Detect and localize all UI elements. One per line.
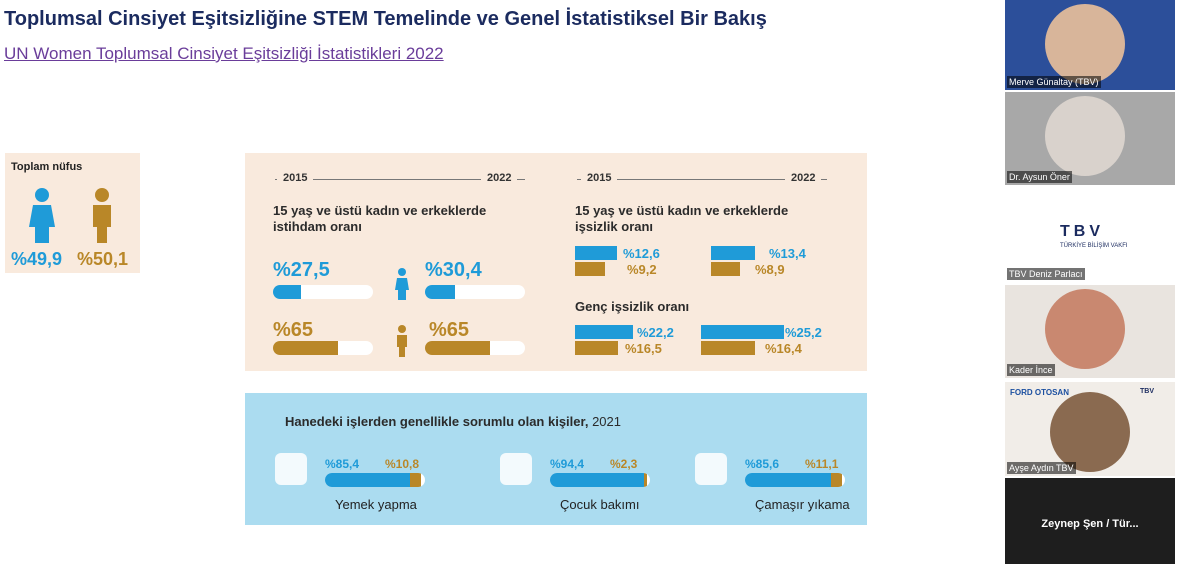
- bar: [575, 341, 618, 355]
- video-tile: FORD OTOSAN TBV Ayşe Aydın TBV: [1005, 382, 1175, 476]
- task-label: Çocuk bakımı: [560, 497, 640, 512]
- participant-video: [1045, 96, 1125, 176]
- youth-heading: Genç işsizlik oranı: [575, 299, 690, 314]
- slide-title: Toplumsal Cinsiyet Eşitsizliğine STEM Te…: [4, 8, 767, 30]
- participant-name: Zeynep Şen / Tür...: [1041, 518, 1139, 530]
- participant-name: TBV Deniz Parlacı: [1007, 268, 1085, 280]
- bar-track: [273, 341, 373, 355]
- year-line: [275, 179, 525, 180]
- bar: [701, 341, 756, 355]
- task-icon: [500, 453, 532, 485]
- bar: [830, 473, 842, 487]
- participant-video: [1045, 4, 1125, 84]
- participant-name: Dr. Aysun Öner: [1007, 171, 1072, 183]
- video-tile: Dr. Aysun Öner: [1005, 92, 1175, 185]
- bar: [745, 473, 831, 487]
- participant-name: Merve Günaltay (TBV): [1007, 76, 1101, 88]
- year: 2022: [481, 172, 518, 184]
- value-label: %10,8: [385, 457, 420, 471]
- bar-track: [550, 473, 650, 487]
- household-heading: Hanedeki işlerden genellikle sorumlu ola…: [285, 414, 621, 430]
- participant-video: [1045, 289, 1125, 369]
- task-label: Yemek yapma: [335, 497, 417, 512]
- male-icon: [93, 188, 111, 243]
- female-icon: [395, 268, 409, 300]
- population-label: Toplam nüfus: [11, 161, 83, 173]
- year-line: [577, 179, 827, 180]
- value-label: %9,2: [627, 262, 657, 277]
- bar: [711, 246, 756, 260]
- year: 2015: [581, 172, 618, 184]
- value-label: %22,2: [637, 325, 674, 340]
- value-label: %12,6: [623, 246, 660, 261]
- bar-track: [325, 473, 425, 487]
- male-icon: [397, 325, 407, 357]
- video-tile: Kader İnce: [1005, 285, 1175, 378]
- task-label: Çamaşır yıkama: [755, 497, 850, 512]
- bar: [273, 285, 301, 299]
- male-share: %50,1: [77, 249, 129, 269]
- logo: FORD OTOSAN: [1010, 388, 1069, 397]
- logo: TBV: [1060, 223, 1104, 240]
- bar: [711, 262, 741, 276]
- value-label: %8,9: [755, 262, 785, 277]
- bar: [575, 262, 606, 276]
- value-label: %11,1: [805, 457, 839, 471]
- value-label: %27,5: [273, 259, 330, 281]
- value-label: %2,3: [610, 457, 638, 471]
- value-label: %65: [429, 319, 470, 341]
- bar: [425, 285, 456, 299]
- bar: [425, 341, 490, 355]
- unemployment-heading: 15 yaş ve üstü kadın ve erkeklerde işsiz…: [575, 203, 789, 234]
- heading-text: Hanedeki işlerden genellikle sorumlu ola…: [285, 414, 589, 429]
- population-panel: Toplam nüfus %49,9 %50,1: [5, 153, 140, 273]
- bar: [550, 473, 645, 487]
- participant-name: Ayşe Aydın TBV: [1007, 462, 1076, 474]
- value-label: %65: [273, 319, 314, 341]
- participant-name: Kader İnce: [1007, 364, 1055, 376]
- bar: [644, 473, 647, 487]
- task-icon: [275, 453, 307, 485]
- bar: [701, 325, 785, 339]
- video-tile: Zeynep Şen / Tür...: [1005, 478, 1175, 564]
- task-icon: [695, 453, 727, 485]
- bar-track: [745, 473, 845, 487]
- year: 2022: [785, 172, 822, 184]
- employment-heading: 15 yaş ve üstü kadın ve erkeklerde istih…: [273, 203, 487, 234]
- bar: [575, 246, 617, 260]
- logo-sub: TBV: [1140, 388, 1154, 395]
- value-label: %85,6: [745, 457, 780, 471]
- slide-subtitle: UN Women Toplumsal Cinsiyet Eşitsizliği …: [4, 44, 444, 63]
- video-tile: TBV TÜRKİYE BİLİŞİM VAKFI TBV Deniz Parlac…: [1005, 188, 1175, 282]
- value-label: %13,4: [769, 246, 806, 261]
- video-tile: Merve Günaltay (TBV): [1005, 0, 1175, 90]
- bar: [273, 341, 338, 355]
- female-share: %49,9: [11, 249, 63, 269]
- bar: [325, 473, 411, 487]
- household-panel: Hanedeki işlerden genellikle sorumlu ola…: [245, 393, 867, 525]
- value-label: %94,4: [550, 457, 585, 471]
- value-label: %85,4: [325, 457, 360, 471]
- bar: [575, 325, 633, 339]
- year: 2015: [277, 172, 314, 184]
- heading-year: 2021: [592, 414, 621, 429]
- value-label: %16,4: [765, 341, 802, 356]
- female-icon: [29, 188, 55, 243]
- bar-track: [425, 341, 525, 355]
- logo-sub: TÜRKİYE BİLİŞİM VAKFI: [1060, 243, 1128, 249]
- bar: [410, 473, 422, 487]
- value-label: %25,2: [785, 325, 822, 340]
- bar-track: [273, 285, 373, 299]
- value-label: %16,5: [625, 341, 662, 356]
- bar-track: [425, 285, 525, 299]
- stats-panel: 2015 2022 15 yaş ve üstü kadın ve erkekl…: [245, 153, 867, 371]
- participant-video: [1050, 392, 1130, 472]
- value-label: %30,4: [425, 259, 482, 281]
